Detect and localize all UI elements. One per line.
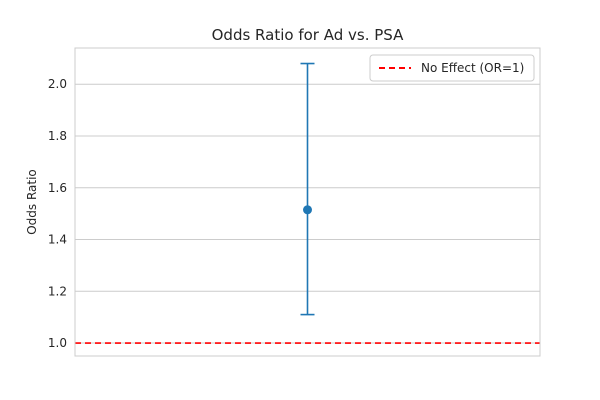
plot-frame: [74, 47, 541, 357]
legend-label: No Effect (OR=1): [421, 61, 524, 75]
y-tick-label: 1.8: [48, 129, 67, 143]
y-axis-label: Odds Ratio: [25, 169, 39, 235]
chart-title: Odds Ratio for Ad vs. PSA: [212, 26, 404, 44]
confidence-interval: [300, 62, 315, 316]
odds-ratio-point: [303, 205, 312, 215]
legend: No Effect (OR=1): [369, 54, 535, 82]
legend-box: [369, 54, 535, 82]
y-tick-label: 1.4: [48, 233, 67, 247]
y-tick-label: 2.0: [48, 77, 67, 91]
y-tick-label: 1.6: [48, 181, 67, 195]
y-tick-label: 1.0: [48, 336, 67, 350]
y-tick-labels: 1.0 1.2 1.4 1.6 1.8 2.0: [48, 77, 67, 350]
y-tick-label: 1.2: [48, 284, 67, 298]
